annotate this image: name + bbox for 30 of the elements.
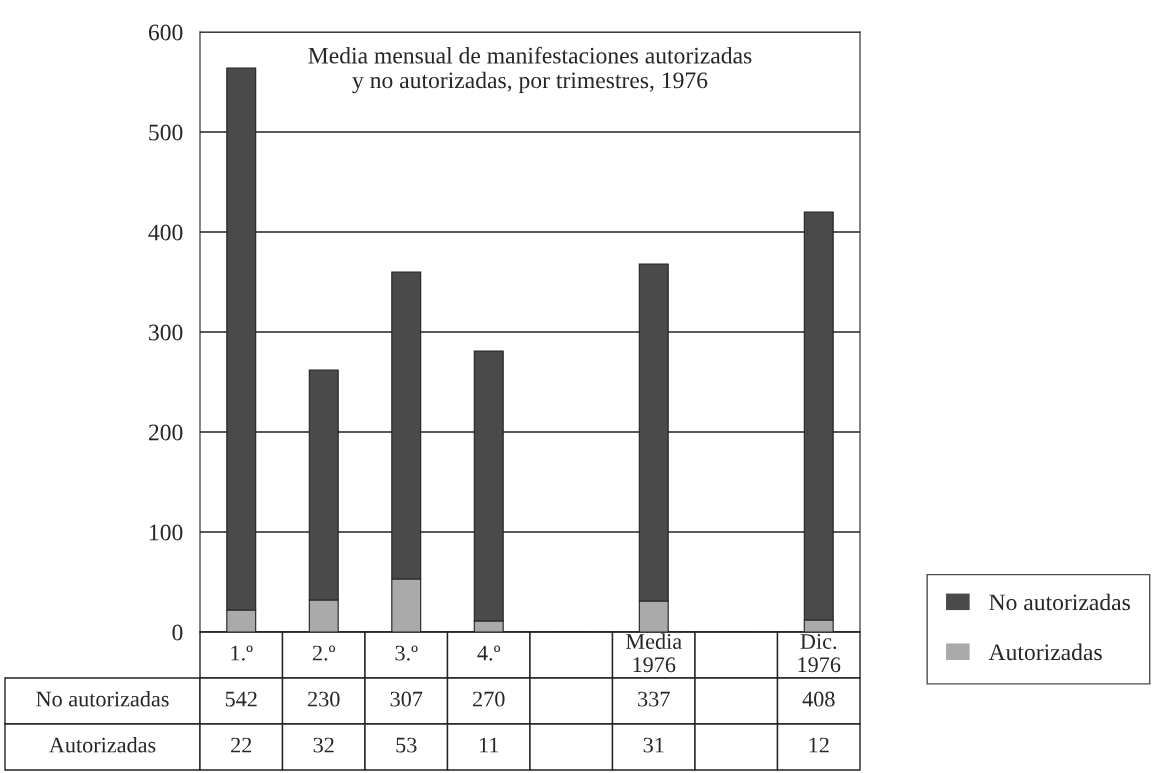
data-label: 12 [809,737,829,753]
y-tick-label: 500 [149,124,183,141]
legend-label: No autorizadas [989,593,1130,611]
data-label: 53 [396,737,417,753]
y-tick-label: 600 [148,24,183,41]
data-label: 270 [473,691,505,707]
text: Autorizadas [49,736,156,753]
data-label: 542 [225,691,257,707]
x-tick-label: 4.º [477,645,501,661]
data-label: 230 [308,691,340,707]
data-label: 11 [480,737,499,753]
data-label: 408 [802,691,835,707]
text: Media mensual de manifestaciones autorizadas y no autorizadas, por trimestres, 1976 [308,46,752,94]
y-tick-label: 100 [149,524,183,541]
data-label: 22 [231,737,252,753]
x-tick-label: 2.º [312,645,336,661]
y-tick-label: 400 [148,224,183,241]
x-tick-label: Media 1976 [626,633,682,673]
y-tick-label: 0 [172,624,183,641]
data-label: 337 [638,691,670,707]
data-label: 32 [313,737,334,753]
y-tick-label: 200 [148,424,183,441]
legend-label: Autorizadas [988,643,1102,661]
data-label: 31 [643,737,664,753]
text: No autorizadas [36,690,169,707]
y-tick-label: 300 [149,324,183,341]
x-tick-label: 1.º [231,645,253,661]
x-tick-label: Dic. 1976 [798,634,841,673]
x-tick-label: 3.º [395,645,418,661]
data-label: 307 [390,691,423,707]
